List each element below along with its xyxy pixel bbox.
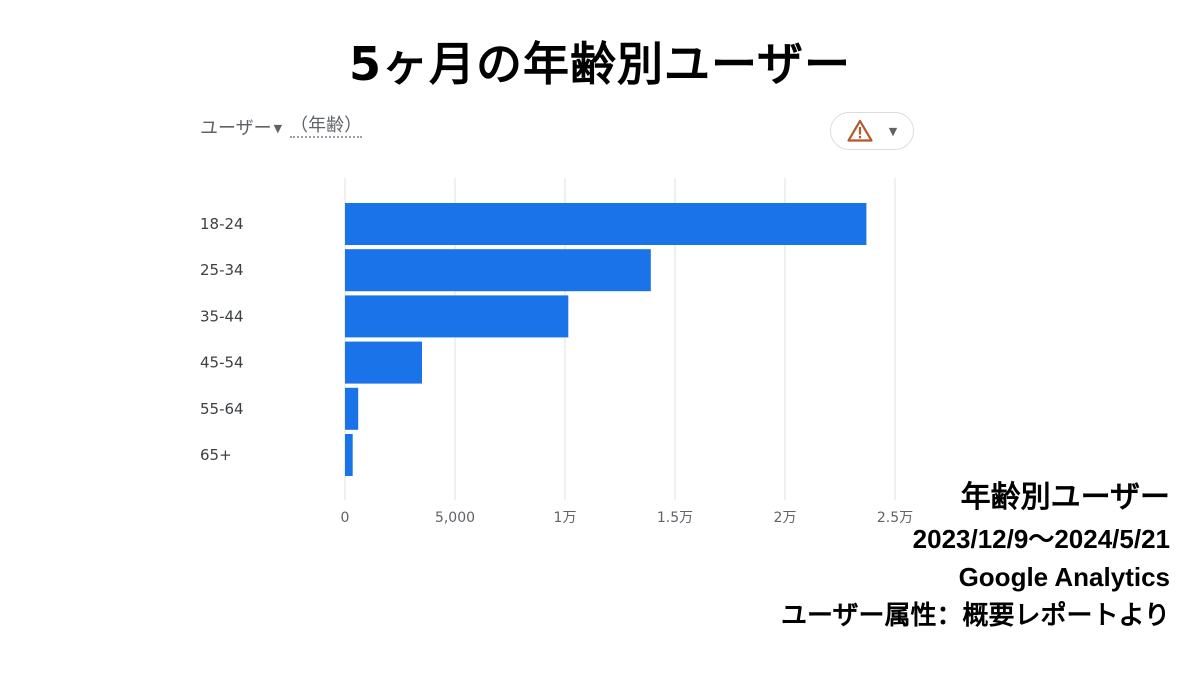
- bar[interactable]: [345, 387, 359, 430]
- caret-down-icon: ▼: [888, 124, 898, 138]
- caret-down-icon: ▼: [273, 121, 283, 135]
- info-box: 年齢別ユーザー 2023/12/9～2024/5/21 Google Analy…: [781, 476, 1170, 634]
- bar[interactable]: [345, 295, 569, 338]
- metric-selector[interactable]: ユーザー ▼ （年齢）: [200, 114, 363, 140]
- x-tick-label: 2.5万: [877, 510, 913, 526]
- bar[interactable]: [345, 434, 353, 476]
- info-period: 2023/12/9～2024/5/21: [912, 524, 1170, 554]
- warning-chip-button[interactable]: ▼: [830, 112, 914, 150]
- bar[interactable]: [345, 249, 651, 292]
- x-tick-label: 1.5万: [657, 510, 693, 526]
- bar[interactable]: [345, 341, 422, 384]
- category-label: 25-34: [200, 261, 244, 279]
- page-title: 5ヶ月の年齢別ユーザー: [348, 37, 852, 91]
- bar[interactable]: [345, 203, 867, 245]
- category-label: 18-24: [200, 215, 244, 233]
- category-label: 55-64: [200, 400, 244, 418]
- x-tick-label: 1万: [554, 510, 577, 526]
- x-tick-label: 5,000: [435, 510, 475, 526]
- category-label: 65+: [200, 446, 232, 464]
- info-source: Google Analytics: [958, 562, 1170, 592]
- x-tick-label: 0: [341, 510, 350, 526]
- metric-label: ユーザー: [200, 118, 272, 139]
- info-report: ユーザー属性：概要レポートより: [781, 600, 1170, 630]
- category-label: 35-44: [200, 307, 244, 325]
- x-tick-label: 2万: [774, 510, 797, 526]
- info-title: 年齢別ユーザー: [960, 481, 1170, 514]
- warning-triangle-icon: [847, 119, 873, 142]
- category-label: 45-54: [200, 354, 244, 372]
- dimension-label[interactable]: （年齢）: [290, 115, 363, 138]
